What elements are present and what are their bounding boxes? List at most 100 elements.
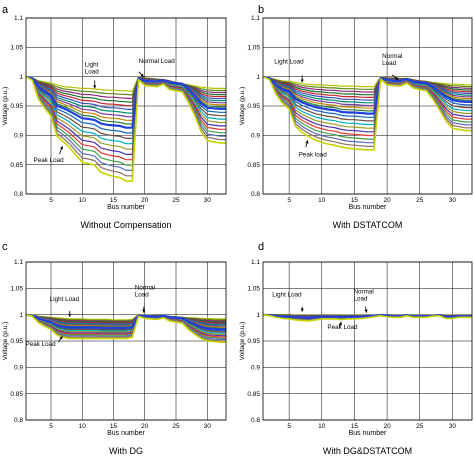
peak-load-line: [262, 75, 472, 151]
annotation-label: Peak Load: [34, 157, 65, 164]
panel-letter: c: [2, 241, 8, 253]
series-line: [262, 76, 472, 144]
series-bundle: [262, 75, 472, 151]
annotation-arrow-head: [394, 76, 399, 80]
y-tick-label: 0.9: [251, 133, 260, 140]
x-tick-label: 30: [204, 423, 212, 430]
annotation-arrow-head: [59, 336, 63, 340]
series-line: [262, 76, 472, 129]
series-line: [25, 76, 226, 139]
series-line: [25, 76, 226, 114]
series-line: [25, 314, 226, 338]
x-tick-label: 25: [172, 423, 180, 430]
series-line: [262, 76, 472, 140]
panel-title: With DSTATCOM: [333, 220, 403, 230]
x-tick-label: 20: [141, 423, 149, 430]
series-line: [262, 76, 472, 88]
y-tick-label: 1: [256, 312, 260, 319]
y-tick-label: 0.95: [247, 338, 260, 345]
x-tick-label: 5: [287, 197, 291, 204]
x-tick-label: 20: [383, 197, 391, 204]
x-tick-label: 30: [204, 197, 212, 204]
x-tick-label: 10: [318, 197, 326, 204]
plot-frame: [25, 261, 227, 421]
series-line: [25, 314, 226, 336]
y-tick-label: 0.9: [251, 365, 260, 372]
annotation-label: Light Load: [272, 292, 302, 299]
series-bundle: [25, 75, 226, 182]
series-line: [25, 314, 226, 339]
panel-title: With DG&DSTATCOM: [323, 446, 412, 456]
peak-load-line: [25, 313, 226, 343]
x-axis-label: Bus number: [349, 430, 387, 437]
annotation-arrow-head: [300, 79, 304, 83]
y-tick-label: 0.95: [247, 103, 260, 110]
x-tick-label: 10: [79, 423, 87, 430]
y-tick-label: 1.1: [14, 259, 23, 266]
x-tick-label: 15: [351, 197, 359, 204]
series-line: [262, 76, 472, 101]
series-line: [262, 76, 472, 96]
y-tick-label: 0.85: [247, 391, 260, 398]
annotation-label: Light Load: [50, 296, 80, 303]
annotation-label: Light Load: [274, 58, 304, 65]
y-tick-label: 0.85: [247, 162, 260, 169]
series-bundle: [25, 313, 226, 343]
annotation-label: Normal Load: [354, 289, 374, 303]
x-tick-label: 30: [449, 197, 457, 204]
x-tick-label: 10: [318, 423, 326, 430]
peak-load-line: [262, 313, 472, 322]
series-line: [262, 76, 472, 118]
series-line: [262, 76, 472, 126]
y-tick-label: 1: [256, 74, 260, 81]
y-tick-label: 1.05: [247, 45, 260, 52]
annotation-arrow-head: [140, 73, 144, 77]
series-line: [25, 76, 226, 111]
series-line: [25, 76, 226, 161]
annotation-arrow-head: [93, 85, 97, 89]
series-line: [25, 76, 226, 118]
x-tick-label: 15: [110, 197, 118, 204]
x-tick-label: 15: [110, 423, 118, 430]
x-tick-label: 25: [416, 197, 424, 204]
normal-load-line: [262, 75, 472, 115]
y-tick-label: 1.1: [14, 15, 23, 22]
x-tick-label: 10: [79, 197, 87, 204]
panel-letter: d: [258, 241, 264, 253]
x-tick-label: 30: [449, 423, 457, 430]
series-line: [25, 76, 226, 96]
y-tick-label: 0.9: [14, 133, 23, 140]
x-tick-label: 20: [141, 197, 149, 204]
series-line: [25, 314, 226, 333]
series-line: [25, 76, 226, 171]
x-tick-label: 25: [416, 423, 424, 430]
x-axis-label: Bus number: [349, 204, 387, 211]
y-tick-label: 1.1: [251, 259, 260, 266]
y-axis-label: Voltage (p.u.): [239, 87, 246, 126]
plot-frame: [25, 17, 227, 195]
panel-title: With DG: [109, 446, 143, 456]
y-tick-label: 1.05: [10, 286, 23, 293]
y-tick-label: 0.8: [251, 417, 260, 424]
normal-load-line: [25, 313, 226, 331]
y-tick-label: 0.8: [14, 191, 23, 198]
chart-panel-d: 5 10 15 20 25 30 0.8 0.85 0.9 0.95 1 1.05 1.1 Bus num…: [239, 241, 473, 456]
annotation-arrow-head: [305, 140, 309, 144]
series-line: [25, 314, 226, 334]
x-axis-label: Bus number: [107, 204, 145, 211]
y-tick-label: 1.1: [251, 15, 260, 22]
y-tick-label: 0.95: [10, 338, 23, 345]
x-tick-label: 25: [172, 197, 180, 204]
panel-title: Without Compensation: [80, 220, 171, 230]
y-axis-label: Voltage (p.u.): [2, 87, 9, 126]
annotation-arrow-head: [338, 321, 342, 326]
x-tick-label: 5: [49, 423, 53, 430]
series-line: [25, 76, 226, 155]
x-axis-label: Bus number: [107, 430, 145, 437]
panel-letter: a: [2, 4, 9, 16]
annotation-label: Normal Load: [382, 53, 402, 67]
series-line: [25, 76, 226, 134]
series-line: [25, 76, 226, 107]
series-line: [262, 76, 472, 90]
